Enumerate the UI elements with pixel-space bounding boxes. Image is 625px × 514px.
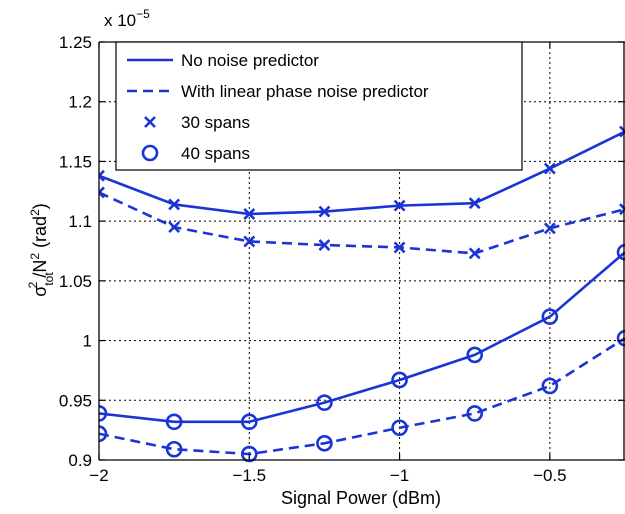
- y-tick-label: 0.9: [68, 451, 92, 470]
- series-1-point: [543, 162, 556, 175]
- series-4-point: [466, 405, 484, 422]
- x-marker-stroke: [393, 199, 406, 212]
- series-3-point: [391, 371, 408, 389]
- series-2-point: [318, 239, 331, 251]
- x-tick-label: −2: [89, 466, 108, 485]
- y-tick-label: 0.95: [59, 391, 92, 410]
- series-1-point: [393, 199, 406, 212]
- series-1-line: [99, 130, 625, 216]
- x-marker-stroke: [543, 222, 556, 235]
- tick-label-layer: −2 −1.5 −1 −0.5 0.9 0.95 1 1.05 1.1 1.15 1.2 1.25: [59, 33, 567, 485]
- y-tick-label: 1.1: [68, 212, 92, 231]
- x-marker-stroke: [99, 173, 105, 182]
- legend-box: [115, 41, 523, 171]
- x-marker-stroke: [168, 221, 181, 234]
- series-2-point: [99, 186, 105, 199]
- x-marker-stroke: [99, 190, 105, 199]
- x-marker-stroke: [144, 116, 156, 128]
- series-1-point: [619, 125, 625, 138]
- y-tick-label: 1.2: [68, 93, 92, 112]
- x-marker-stroke: [543, 162, 556, 175]
- series-layer: [99, 125, 625, 463]
- series-3-point: [99, 405, 108, 422]
- series-1-point: [99, 169, 105, 182]
- x-tick-label: −1.5: [233, 466, 267, 485]
- series-1: [99, 125, 625, 220]
- x-marker-stroke: [619, 129, 625, 138]
- x-marker-stroke: [168, 198, 181, 211]
- series-3: [99, 243, 625, 431]
- series-4-point: [165, 440, 183, 458]
- x-marker-stroke: [468, 247, 481, 260]
- series-4-point: [391, 419, 408, 437]
- x-marker-stroke: [393, 241, 406, 254]
- x-marker-stroke: [468, 197, 481, 210]
- series-4-line: [99, 337, 625, 456]
- x-tick-label: −0.5: [533, 466, 567, 485]
- series-2-point: [168, 221, 181, 234]
- legend-label-no-noise-predictor: No noise predictor: [181, 51, 319, 70]
- y-tick-label: 1: [83, 332, 92, 351]
- series-4-point: [240, 445, 258, 463]
- series-4-point: [541, 377, 559, 395]
- y-axis-label: σtot2/N2 (rad2): [26, 203, 56, 297]
- series-3-point: [616, 243, 625, 261]
- legend-x-marker-swatch: [144, 116, 156, 128]
- series-2-point: [243, 235, 256, 248]
- series-2-point: [468, 247, 481, 260]
- x-tick-label: −1: [390, 466, 409, 485]
- y-tick-label: 1.15: [59, 152, 92, 171]
- y-tick-label: 1.05: [59, 272, 92, 291]
- x-marker-stroke: [243, 208, 256, 220]
- series-2-line: [99, 191, 625, 255]
- legend-label-30-spans: 30 spans: [181, 113, 250, 132]
- series-4-point: [316, 434, 333, 452]
- legend-label-linear-phase-noise-predictor: With linear phase noise predictor: [181, 82, 429, 101]
- series-2: [99, 186, 625, 260]
- series-3-point: [240, 413, 258, 431]
- series-2-point: [543, 222, 556, 235]
- x-marker-stroke: [99, 186, 105, 195]
- x-marker-stroke: [318, 239, 331, 251]
- y-exponent-label: x 10−5: [104, 7, 150, 30]
- legend-items: [127, 58, 173, 162]
- series-2-point: [393, 241, 406, 254]
- series-3-point: [165, 413, 183, 431]
- series-2-point: [619, 203, 625, 216]
- legend-label-40-spans: 40 spans: [181, 144, 250, 163]
- series-1-point: [168, 198, 181, 211]
- series-3-point: [466, 346, 484, 364]
- series-3-line: [99, 251, 625, 424]
- x-marker-stroke: [619, 203, 625, 212]
- x-marker-stroke: [243, 235, 256, 248]
- legend-o-marker-swatch: [141, 144, 159, 162]
- legend: No noise predictor With linear phase noi…: [115, 41, 523, 171]
- x-axis-label: Signal Power (dBm): [281, 488, 441, 508]
- series-3-point: [541, 308, 559, 325]
- x-marker-stroke: [99, 169, 105, 178]
- x-marker-stroke: [619, 125, 625, 134]
- series-1-point: [243, 208, 256, 220]
- x-marker-stroke: [619, 207, 625, 216]
- series-3-point: [316, 394, 333, 411]
- series-1-point: [318, 205, 331, 218]
- series-4-point: [99, 425, 108, 443]
- x-marker-stroke: [318, 205, 331, 218]
- series-4-point: [616, 329, 625, 347]
- series-4: [99, 329, 625, 463]
- y-tick-label: 1.25: [59, 33, 92, 52]
- series-1-point: [468, 197, 481, 210]
